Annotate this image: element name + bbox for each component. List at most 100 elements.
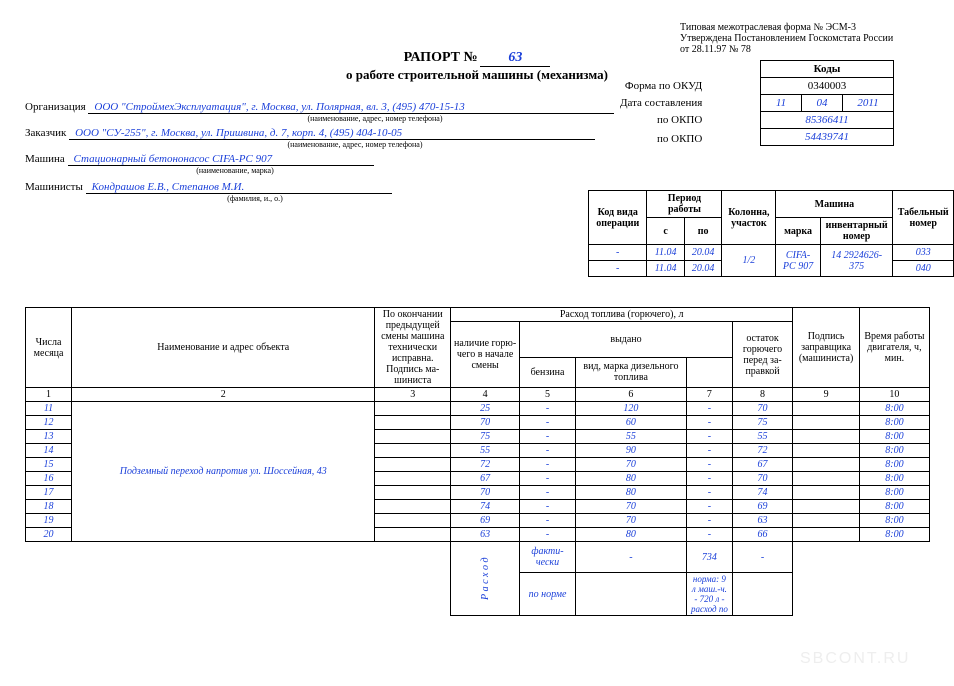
row-c9 — [793, 500, 859, 514]
mh-benz: бензина — [520, 357, 576, 387]
mh-fuel: Расход топлива (горючего), л — [451, 308, 793, 322]
main-table: Числа месяца Наименование и адрес объект… — [25, 307, 930, 616]
row-c9 — [793, 472, 859, 486]
cn8: 8 — [732, 388, 793, 402]
codes-header: Коды — [761, 61, 894, 78]
org-sub: (наименование, адрес, номер телефона) — [115, 114, 635, 123]
row-c5: - — [520, 416, 576, 430]
cn10: 10 — [859, 388, 929, 402]
org-label: Организация — [25, 101, 86, 113]
row-c6: 80 — [575, 472, 686, 486]
row-c8: 63 — [732, 514, 793, 528]
row-c10: 8:00 — [859, 458, 929, 472]
row-c4: 72 — [451, 458, 520, 472]
ph-inv: инвентарный номер — [820, 218, 893, 245]
row-c5: - — [520, 514, 576, 528]
row-c3 — [375, 430, 451, 444]
row-c6: 70 — [575, 458, 686, 472]
row-c3 — [375, 528, 451, 542]
row-c5: - — [520, 528, 576, 542]
okud-label: Форма по ОКУД — [620, 78, 702, 95]
mh-time: Время работы двигателя, ч, мин. — [859, 308, 929, 388]
row-c10: 8:00 — [859, 416, 929, 430]
row-c5: - — [520, 402, 576, 416]
row-c7: - — [687, 486, 733, 500]
row-c7: - — [687, 528, 733, 542]
p1-kod: - — [589, 245, 647, 261]
row-c7: - — [687, 500, 733, 514]
row-c7: - — [687, 458, 733, 472]
okud-value: 0340003 — [761, 78, 894, 95]
row-c7: - — [687, 402, 733, 416]
row-c10: 8:00 — [859, 430, 929, 444]
row-c6: 80 — [575, 486, 686, 500]
okpo2-label: по ОКПО — [620, 131, 702, 148]
cust-sub: (наименование, адрес, номер телефона) — [95, 140, 615, 149]
form-note: Типовая межотраслевая форма № ЭСМ-3 Утве… — [680, 22, 893, 55]
ph-marka: марка — [776, 218, 820, 245]
sum-fact-c5: - — [575, 542, 686, 573]
row-c4: 67 — [451, 472, 520, 486]
report-number: 63 — [480, 50, 550, 67]
ph-mash: Машина — [776, 191, 893, 218]
row-c7: - — [687, 416, 733, 430]
okpo1-value: 85366411 — [761, 112, 894, 129]
oper-label: Машинисты — [25, 181, 83, 193]
row-c4: 25 — [451, 402, 520, 416]
codes-labels: Форма по ОКУД Дата составления по ОКПО п… — [620, 78, 702, 148]
row-day: 20 — [26, 528, 72, 542]
title-line2: о работе строительной машины (механизма) — [346, 67, 608, 82]
row-c3 — [375, 416, 451, 430]
row-c4: 69 — [451, 514, 520, 528]
cn3: 3 — [375, 388, 451, 402]
mh-type: вид, марка дизельного топлива — [575, 357, 686, 387]
row-c4: 70 — [451, 416, 520, 430]
row-c5: - — [520, 430, 576, 444]
row-day: 13 — [26, 430, 72, 444]
mh-prev: По окончании предыдущей смены машина тех… — [375, 308, 451, 388]
row-c3 — [375, 458, 451, 472]
ph-kod: Код вида операции — [589, 191, 647, 245]
cn6: 6 — [575, 388, 686, 402]
row-c3 — [375, 514, 451, 528]
row-c6: 80 — [575, 528, 686, 542]
row-c10: 8:00 — [859, 500, 929, 514]
row-c6: 70 — [575, 514, 686, 528]
row-c9 — [793, 402, 859, 416]
row-c9 — [793, 458, 859, 472]
p-inv: 14 2924626-375 — [820, 245, 893, 277]
watermark: SBCONT.RU — [800, 650, 910, 668]
row-day: 15 — [26, 458, 72, 472]
row-c6: 60 — [575, 416, 686, 430]
oper-value: Кондрашов Е.В., Степанов М.И. — [86, 181, 392, 194]
ph-kol: Колонна, участок — [722, 191, 776, 245]
row-c6: 90 — [575, 444, 686, 458]
row-c10: 8:00 — [859, 472, 929, 486]
row-c8: 69 — [732, 500, 793, 514]
row-day: 14 — [26, 444, 72, 458]
period-table: Код вида операции Период работы Колонна,… — [588, 190, 954, 277]
p-kol: 1/2 — [722, 245, 776, 277]
p-marka: CIFA-PC 907 — [776, 245, 820, 277]
row-day: 18 — [26, 500, 72, 514]
codes-box: Коды 0340003 11 04 2011 85366411 5443974… — [760, 60, 894, 146]
cn7: 7 — [687, 388, 733, 402]
ph-tab: Табельный номер — [893, 191, 954, 245]
row-c3 — [375, 402, 451, 416]
row-c7: - — [687, 514, 733, 528]
p2-kod: - — [589, 261, 647, 277]
mach-line: Машина Стационарный бетононасос CIFA-PC … — [25, 153, 929, 175]
object-cell: Подземный переход напротив ул. Шоссейная… — [72, 402, 375, 542]
cn1: 1 — [26, 388, 72, 402]
row-day: 17 — [26, 486, 72, 500]
cn4: 4 — [451, 388, 520, 402]
row-c3 — [375, 444, 451, 458]
form-note-l2: Утверждена Постановлением Госкомстата Ро… — [680, 33, 893, 44]
sum-norm-label: по норме — [520, 573, 576, 616]
sum-norm-c6: норма: 9 л маш.-ч. - 720 л - расход по — [687, 573, 733, 616]
row-day: 19 — [26, 514, 72, 528]
row-c8: 55 — [732, 430, 793, 444]
mh-obj: Наименование и адрес объекта — [72, 308, 375, 388]
mh-begin: наличие горю-чего в начале смены — [451, 322, 520, 388]
form-note-l1: Типовая межотраслевая форма № ЭСМ-3 — [680, 22, 856, 33]
